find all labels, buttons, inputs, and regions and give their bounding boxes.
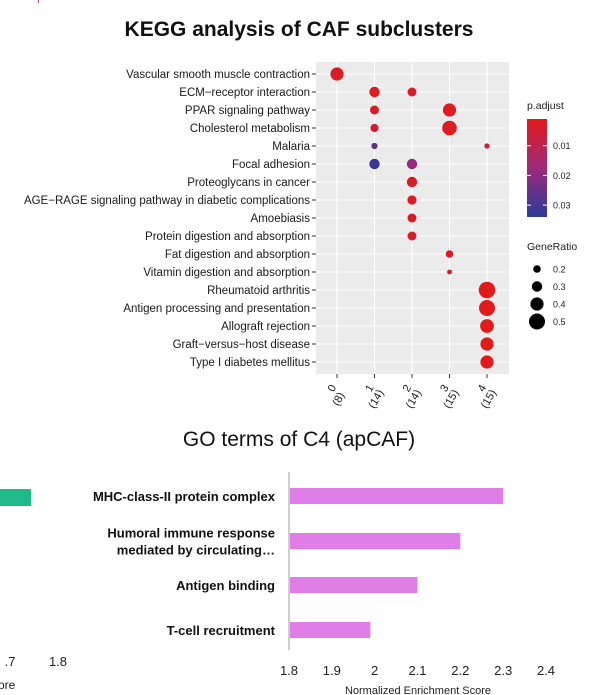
kegg-point: [407, 87, 417, 97]
kegg-point: [480, 319, 494, 333]
generatio-legend-label: 0.3: [553, 282, 566, 292]
kegg-point: [406, 176, 418, 188]
generatio-legend-dot: [531, 281, 543, 292]
go-bar-chart: MHC-class-II protein complex Humoral immu…: [0, 472, 555, 695]
kegg-y-axis-labels: Vascular smooth muscle contraction ECM−re…: [24, 69, 316, 369]
kegg-x-tick-label: 2(14): [401, 383, 424, 411]
kegg-y-tick-label: Protein digestion and absorption: [145, 231, 310, 243]
go-category-label: mediated by circulating…: [117, 543, 275, 558]
kegg-point: [407, 213, 417, 223]
kegg-x-tick-sub: (8): [330, 390, 347, 408]
kegg-x-tick-main: 1: [363, 383, 376, 394]
generatio-legend-items: 0.2 0.3 0.4 0.5: [529, 265, 566, 330]
go-x-tick-label: 2.3: [494, 663, 512, 678]
kegg-point: [369, 86, 380, 98]
kegg-x-axis-labels: 0(8) 1(14) 2(14) 3(15) 4(15): [326, 374, 499, 411]
kegg-point: [406, 158, 418, 170]
go-x-axis-label: Normalized Enrichment Score: [345, 685, 491, 695]
kegg-y-tick-label: ECM−receptor interaction: [179, 87, 310, 99]
generatio-legend-label: 0.5: [553, 317, 566, 327]
kegg-y-tick-label: Type I diabetes mellitus: [190, 357, 310, 369]
kegg-point: [371, 142, 378, 150]
generatio-legend-dot: [533, 265, 541, 273]
generatio-legend-dot: [529, 313, 545, 330]
go-x-tick-label: 2.2: [451, 663, 469, 678]
go-x-tick-label: 1.8: [280, 663, 298, 678]
kegg-y-tick-label: PPAR signaling pathway: [185, 105, 310, 117]
kegg-point: [479, 300, 495, 316]
kegg-x-tick-label: 4(15): [476, 383, 499, 411]
kegg-dot-plot: Vascular smooth muscle contraction ECM−re…: [24, 62, 577, 411]
kegg-x-tick-label: 3(15): [438, 383, 461, 411]
go-x-tick-label: 2.4: [537, 663, 555, 678]
kegg-x-tick-main: 0: [326, 383, 339, 394]
generatio-legend-title: GeneRatio: [527, 241, 577, 253]
kegg-y-tick-label: Cholesterol metabolism: [190, 123, 310, 135]
padjust-colorbar: [527, 119, 547, 217]
partial-x-tick-label: 1.8: [49, 654, 67, 669]
generatio-legend-dot: [530, 297, 544, 311]
padjust-legend-ticks: 0.01 0.02 0.03: [527, 141, 571, 211]
go-category-label: Antigen binding: [176, 578, 275, 593]
kegg-point: [442, 103, 457, 117]
kegg-points: [330, 67, 496, 369]
kegg-y-tick-label: Proteoglycans in cancer: [187, 177, 310, 189]
go-bar: [290, 622, 371, 638]
cropped-corner-label: P: [37, 0, 45, 6]
go-chart-title: GO terms of C4 (apCAF): [182, 428, 416, 451]
go-x-tick-label: 2: [371, 663, 378, 678]
kegg-y-tick-label: Vascular smooth muscle contraction: [126, 69, 310, 81]
kegg-x-tick-main: 3: [438, 383, 451, 394]
go-x-tick-label: 1.9: [323, 663, 341, 678]
generatio-legend-label: 0.2: [553, 265, 566, 275]
kegg-point: [484, 143, 490, 149]
kegg-x-tick-label: 1(14): [363, 383, 386, 411]
partial-x-tick-label: .7: [5, 654, 16, 669]
go-bar: [290, 488, 504, 504]
kegg-y-tick-label: Focal adhesion: [232, 159, 310, 171]
partial-chart-x-label: ore: [0, 678, 16, 692]
kegg-point: [480, 355, 494, 369]
go-category-label: T-cell recruitment: [167, 623, 276, 638]
padjust-legend-title: p.adjust: [527, 100, 564, 112]
kegg-y-tick-label: AGE−RAGE signaling pathway in diabetic c…: [24, 195, 310, 207]
kegg-point: [447, 269, 452, 275]
kegg-point: [442, 120, 457, 136]
kegg-y-tick-label: Antigen processing and presentation: [123, 303, 310, 315]
go-x-tick-label: 2.1: [408, 663, 426, 678]
padjust-tick-label: 0.02: [553, 171, 571, 181]
partial-chart-bar: [0, 489, 31, 506]
go-category-label: MHC-class-II protein complex: [93, 489, 276, 504]
kegg-y-tick-label: Vitamin digestion and absorption: [143, 267, 310, 279]
kegg-point: [370, 123, 379, 133]
go-category-label: Humoral immune response: [107, 526, 275, 541]
kegg-y-tick-label: Graft−versus−host disease: [173, 339, 310, 351]
go-bars: [290, 488, 504, 638]
kegg-x-tick-main: 2: [401, 383, 414, 394]
kegg-point: [407, 195, 417, 205]
generatio-legend-label: 0.4: [553, 300, 566, 310]
partial-chart-x-ticks: .7 1.8: [5, 654, 67, 669]
kegg-x-tick-main: 4: [476, 383, 489, 394]
kegg-chart-title: KEGG analysis of CAF subclusters: [124, 18, 474, 41]
kegg-point: [445, 250, 454, 258]
kegg-y-tick-label: Amoebiasis: [251, 213, 311, 225]
kegg-y-tick-label: Malaria: [272, 141, 310, 153]
kegg-y-tick-label: Rheumatoid arthritis: [207, 285, 310, 297]
kegg-y-tick-label: Allograft rejection: [221, 321, 310, 333]
go-bar: [290, 577, 418, 593]
kegg-point: [330, 67, 344, 81]
kegg-y-tick-label: Fat digestion and absorption: [165, 249, 310, 261]
kegg-point: [369, 158, 380, 170]
padjust-tick-label: 0.03: [553, 201, 571, 211]
kegg-point: [370, 105, 379, 115]
kegg-point: [478, 281, 496, 299]
kegg-x-tick-label: 0(8): [326, 383, 348, 408]
kegg-point: [407, 231, 417, 241]
go-bar: [290, 533, 461, 549]
kegg-point: [480, 337, 494, 351]
go-x-axis-ticks: 1.8 1.9 2 2.1 2.2 2.3 2.4: [280, 663, 555, 678]
padjust-tick-label: 0.01: [553, 141, 571, 151]
go-category-labels: MHC-class-II protein complex Humoral immu…: [93, 489, 276, 638]
